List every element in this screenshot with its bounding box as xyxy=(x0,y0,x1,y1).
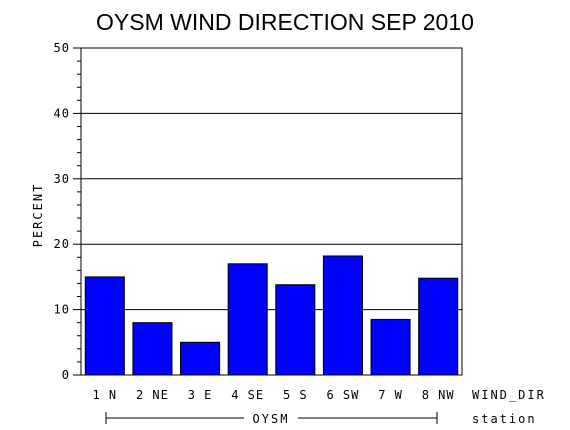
bar-1 xyxy=(84,276,125,376)
bar-7 xyxy=(370,318,411,376)
x-tick-label: 6 SW xyxy=(326,388,359,402)
bar-4 xyxy=(227,263,268,376)
x-axis-tick-labels: 1 N 2 NE 3 E 4 SE 5 S 6 SW 7 W 8 NW xyxy=(92,388,455,402)
x-tick-label: 8 NW xyxy=(422,388,455,402)
x-axis-label: WIND_DIR xyxy=(472,388,546,402)
y-tick-label: 50 xyxy=(54,41,70,55)
y-tick-label: 40 xyxy=(54,106,70,120)
y-tick-label: 10 xyxy=(54,303,70,317)
group-axis-label: station xyxy=(472,412,537,426)
station-group-bracket: OYSM xyxy=(105,412,438,426)
x-tick-label: 7 W xyxy=(378,388,403,402)
y-tick-label: 0 xyxy=(62,368,70,382)
x-tick-label: 2 NE xyxy=(136,388,169,402)
bar-3 xyxy=(180,341,221,376)
gridlines xyxy=(81,47,462,311)
bar-2 xyxy=(132,322,173,376)
bars xyxy=(84,255,459,376)
y-axis-label: PERCENT xyxy=(31,183,45,248)
bar-5 xyxy=(275,284,316,376)
x-tick-label: 1 N xyxy=(92,388,117,402)
y-tick-label: 20 xyxy=(54,237,70,251)
x-tick-label: 3 E xyxy=(188,388,213,402)
x-tick-label: 5 S xyxy=(283,388,308,402)
plot-frame xyxy=(80,47,463,376)
group-label: OYSM xyxy=(253,412,290,426)
y-axis-ticks: 0 10 20 30 40 50 xyxy=(54,41,81,382)
bar-8 xyxy=(418,277,459,376)
chart-title: OYSM WIND DIRECTION SEP 2010 xyxy=(96,9,474,35)
y-tick-label: 30 xyxy=(54,172,70,186)
bar-6 xyxy=(322,255,363,376)
x-tick-label: 4 SE xyxy=(231,388,264,402)
